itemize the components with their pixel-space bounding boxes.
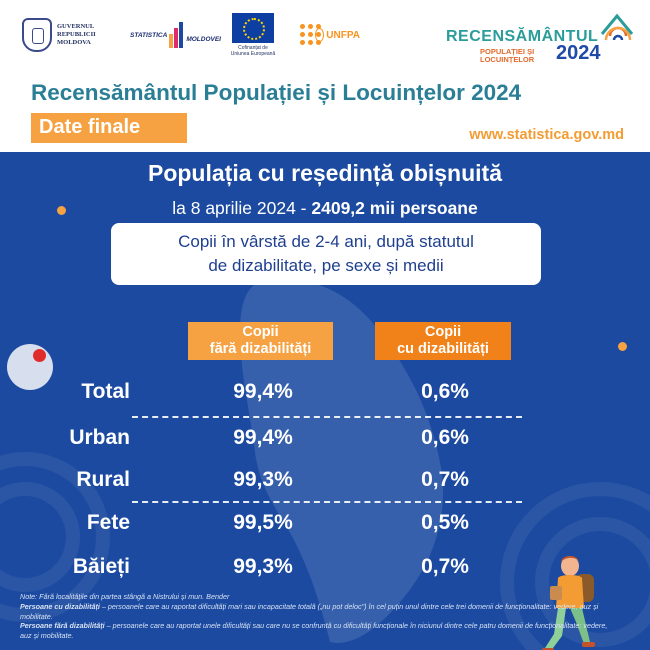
final-data-badge: Date finale <box>31 113 187 143</box>
value-girls-without: 99,5% <box>233 511 293 534</box>
gov-line3: MOLDOVA <box>57 39 91 46</box>
coat-of-arms-icon <box>22 18 52 52</box>
def1-text: – persoanele care au raportat dificultăț… <box>20 601 599 621</box>
statistica-logo: STATISTICA MOLDOVEI <box>130 22 221 48</box>
description-line1: Copii în vârstă de 2-4 ani, după statutu… <box>178 232 474 251</box>
eu-flag-icon <box>232 13 274 43</box>
description-line2: de dizabilitate, pe sexe și medii <box>208 256 444 275</box>
divider-1 <box>132 416 522 418</box>
eu-line1: Cofinanțat de <box>238 45 268 51</box>
decor-dot-orange-2 <box>618 342 627 351</box>
census-logo-sub1: POPULAȚIEI ȘI <box>480 47 535 56</box>
eu-logo: Cofinanțat de Uniunea Europeană <box>222 13 284 57</box>
decor-dot-orange-1 <box>57 206 66 215</box>
eu-line2: Uniunea Europeană <box>230 51 276 57</box>
partner-logos: GUVERNUL REPUBLICII MOLDOVA STATISTICA M… <box>22 12 360 58</box>
footnotes: Note: Fără localitățile din partea stâng… <box>20 592 620 641</box>
col2-line2: cu dizabilități <box>397 341 489 357</box>
def1-term: Persoane cu dizabilități <box>20 601 100 611</box>
row-label-girls: Fete <box>86 511 130 534</box>
value-rural-with: 0,7% <box>421 468 469 491</box>
col1-line2: fără dizabilități <box>209 341 312 357</box>
house-roof-icon <box>600 13 634 41</box>
value-total-with: 0,6% <box>421 380 469 403</box>
def2-term: Persoane fără dizabilități <box>20 621 105 631</box>
column-header-without-disability: Copii fără dizabilități <box>188 322 333 360</box>
section-title: Populația cu reședință obișnuită <box>147 160 502 186</box>
unfpa-text: UNFPA <box>326 29 360 41</box>
census-logo-sub2: LOCUINȚELOR <box>480 55 535 64</box>
population-line: la 8 aprilie 2024 - 2409,2 mii persoane <box>0 198 650 219</box>
value-rural-without: 99,3% <box>233 468 293 491</box>
value-boys-without: 99,3% <box>233 555 293 578</box>
header-area: GUVERNUL REPUBLICII MOLDOVA STATISTICA M… <box>0 0 650 152</box>
col1-line1: Copii <box>242 324 279 340</box>
gov-line2: REPUBLICII <box>57 31 96 38</box>
row-label-boys: Băieți <box>72 555 130 578</box>
description-box: Copii în vârstă de 2-4 ani, după statutu… <box>111 223 541 285</box>
stat-line2: MOLDOVEI <box>186 35 221 43</box>
government-logo: GUVERNUL REPUBLICII MOLDOVA <box>22 18 112 52</box>
moldova-map-icon <box>240 279 444 643</box>
page-title: Recensământul Populației și Locuințelor … <box>31 80 522 105</box>
value-boys-with: 0,7% <box>421 555 469 578</box>
census-logo-year: 2024 <box>556 42 601 64</box>
population-total: 2409,2 mii persoane <box>311 198 478 218</box>
value-total-without: 99,4% <box>233 380 293 403</box>
website-link[interactable]: www.statistica.gov.md <box>469 127 624 143</box>
value-urban-without: 99,4% <box>233 426 293 449</box>
value-girls-with: 0,5% <box>421 511 469 534</box>
footnote-definition-1: Persoane cu dizabilități – persoanele ca… <box>20 602 620 622</box>
census-logo-title: RECENSĂMÂNTUL <box>446 28 599 45</box>
census-date: la 8 aprilie 2024 - <box>172 198 312 218</box>
column-header-with-disability: Copii cu dizabilități <box>375 322 511 360</box>
unfpa-dots-icon <box>300 24 321 46</box>
stat-line1: STATISTICA <box>130 31 168 39</box>
footnote-definition-2: Persoane fără dizabilități – persoanele … <box>20 621 620 641</box>
row-label-urban: Urban <box>69 426 130 449</box>
def2-text: – persoanele care au raportat unele difi… <box>20 621 608 641</box>
col2-line1: Copii <box>424 324 462 340</box>
gov-line1: GUVERNUL <box>57 23 95 30</box>
value-urban-with: 0,6% <box>421 426 469 449</box>
row-label-rural: Rural <box>76 468 130 491</box>
unfpa-logo: UNFPA <box>300 24 360 46</box>
divider-2 <box>132 501 522 503</box>
footnote-scope: Note: Fără localitățile din partea stâng… <box>20 592 230 601</box>
stat-bars-icon <box>169 22 184 48</box>
row-label-total: Total <box>81 380 130 403</box>
walking-person-icon <box>542 556 595 650</box>
decor-dot-red <box>33 349 46 362</box>
content-panel: Populația cu reședință obișnuită la 8 ap… <box>0 152 650 650</box>
census-logo: RECENSĂMÂNTUL POPULAȚIEI ȘI LOCUINȚELOR … <box>446 12 636 68</box>
